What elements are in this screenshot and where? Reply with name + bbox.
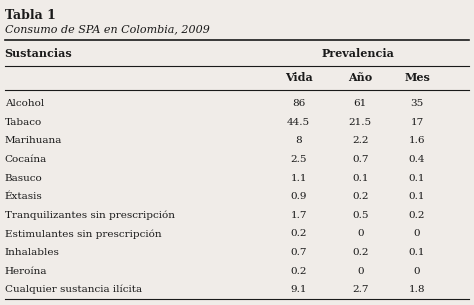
Text: 1.1: 1.1 [291,174,307,183]
Text: Año: Año [348,72,373,83]
Text: Tabla 1: Tabla 1 [5,9,55,22]
Text: 86: 86 [292,99,305,108]
Text: 44.5: 44.5 [287,118,310,127]
Text: Heroína: Heroína [5,267,47,275]
Text: 0: 0 [357,229,364,239]
Text: 0: 0 [414,267,420,275]
Text: 1.8: 1.8 [409,285,425,294]
Text: Cocaína: Cocaína [5,155,47,164]
Text: 0: 0 [357,267,364,275]
Text: 0.7: 0.7 [352,155,368,164]
Text: Inhalables: Inhalables [5,248,60,257]
Text: Vida: Vida [285,72,312,83]
Text: Estimulantes sin prescripción: Estimulantes sin prescripción [5,229,161,239]
Text: 0.2: 0.2 [291,229,307,239]
Text: 35: 35 [410,99,424,108]
Text: 1.7: 1.7 [291,211,307,220]
Text: 9.1: 9.1 [291,285,307,294]
Text: Consumo de SPA en Colombia, 2009: Consumo de SPA en Colombia, 2009 [5,24,210,34]
Text: 0.1: 0.1 [409,192,425,201]
Text: 0.1: 0.1 [352,174,368,183]
Text: Basuco: Basuco [5,174,43,183]
Text: 0.2: 0.2 [352,248,368,257]
Text: 2.2: 2.2 [352,137,368,145]
Text: 8: 8 [295,137,302,145]
Text: 21.5: 21.5 [349,118,372,127]
Text: 2.5: 2.5 [291,155,307,164]
Text: 0.9: 0.9 [291,192,307,201]
Text: Éxtasis: Éxtasis [5,192,43,201]
Text: 0.2: 0.2 [409,211,425,220]
Text: 0.2: 0.2 [291,267,307,275]
Text: Marihuana: Marihuana [5,137,62,145]
Text: Sustancias: Sustancias [5,48,73,59]
Text: 0.5: 0.5 [352,211,368,220]
Text: 61: 61 [354,99,367,108]
Text: 0.1: 0.1 [409,174,425,183]
Text: Mes: Mes [404,72,430,83]
Text: 17: 17 [410,118,424,127]
Text: Tabaco: Tabaco [5,118,42,127]
Text: Cualquier sustancia ilícita: Cualquier sustancia ilícita [5,285,142,294]
Text: 1.6: 1.6 [409,137,425,145]
Text: 0.4: 0.4 [409,155,425,164]
Text: Prevalencia: Prevalencia [321,48,394,59]
Text: Tranquilizantes sin prescripción: Tranquilizantes sin prescripción [5,210,175,220]
Text: 0: 0 [414,229,420,239]
Text: 0.7: 0.7 [291,248,307,257]
Text: 0.1: 0.1 [409,248,425,257]
Text: 0.2: 0.2 [352,192,368,201]
Text: Alcohol: Alcohol [5,99,44,108]
Text: 2.7: 2.7 [352,285,368,294]
